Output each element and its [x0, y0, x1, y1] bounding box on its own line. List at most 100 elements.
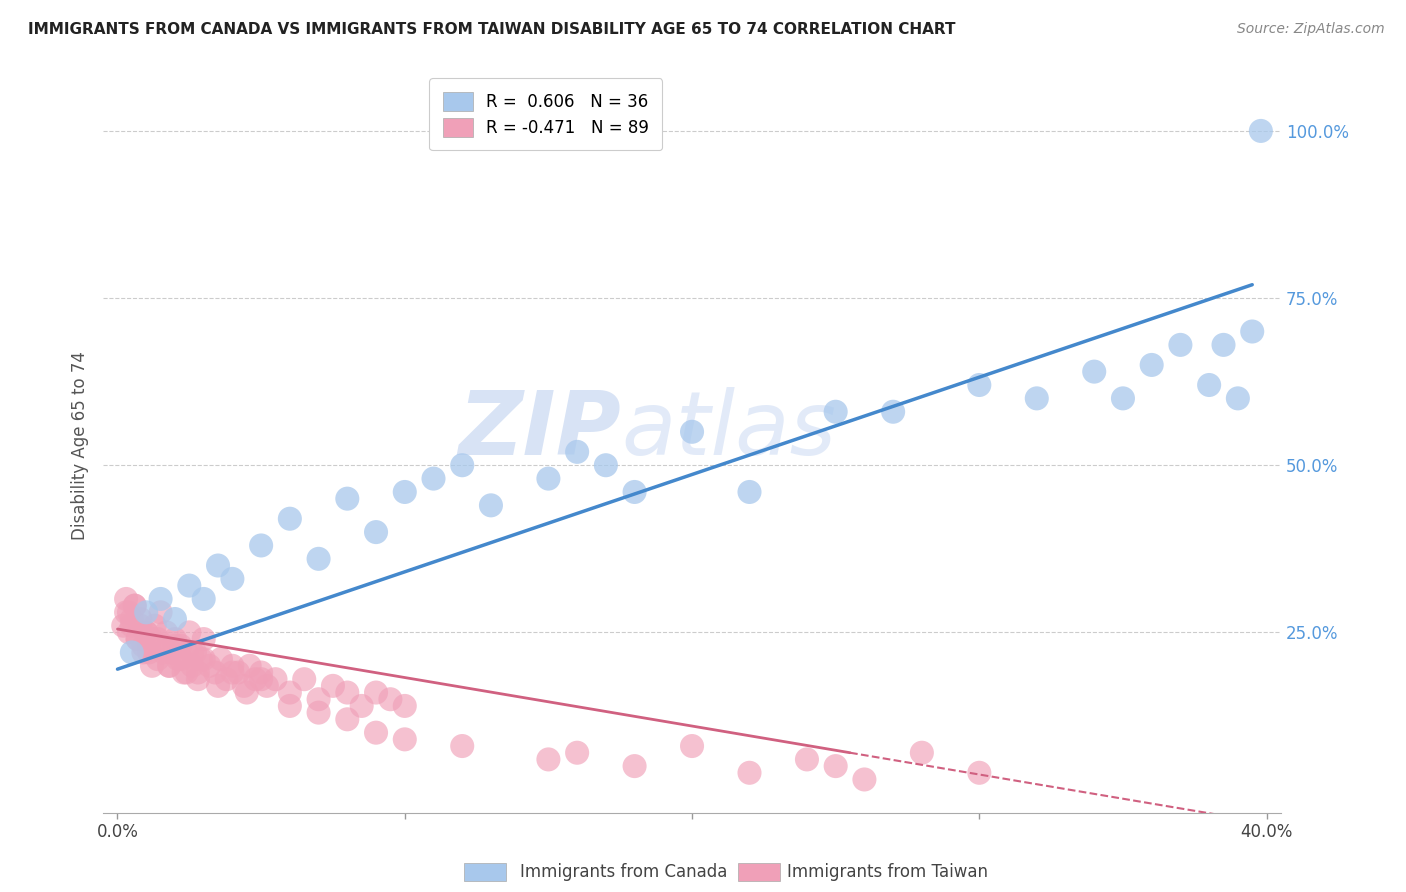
Point	[278, 685, 301, 699]
Point	[250, 672, 273, 686]
Point	[256, 679, 278, 693]
Point	[127, 632, 149, 646]
Point	[1083, 365, 1105, 379]
Point	[184, 645, 207, 659]
Point	[135, 625, 157, 640]
Point	[364, 725, 387, 739]
Point	[121, 618, 143, 632]
Point	[160, 645, 183, 659]
Point	[146, 652, 169, 666]
Point	[132, 639, 155, 653]
Point	[129, 612, 152, 626]
Point	[198, 658, 221, 673]
Point	[1112, 392, 1135, 406]
Text: Source: ZipAtlas.com: Source: ZipAtlas.com	[1237, 22, 1385, 37]
Point	[322, 679, 344, 693]
Point	[143, 618, 166, 632]
Point	[738, 485, 761, 500]
Point	[155, 625, 177, 640]
Point	[173, 665, 195, 680]
Point	[163, 632, 186, 646]
Point	[163, 639, 186, 653]
Point	[115, 591, 138, 606]
Point	[623, 485, 645, 500]
Point	[179, 578, 201, 592]
Y-axis label: Disability Age 65 to 74: Disability Age 65 to 74	[72, 351, 89, 540]
Point	[1170, 338, 1192, 352]
Point	[221, 658, 243, 673]
Point	[193, 632, 215, 646]
Point	[141, 658, 163, 673]
Point	[336, 491, 359, 506]
Text: Immigrants from Taiwan: Immigrants from Taiwan	[787, 863, 988, 881]
Point	[149, 605, 172, 619]
Point	[394, 732, 416, 747]
Point	[969, 765, 991, 780]
Point	[250, 665, 273, 680]
Point	[422, 472, 444, 486]
Point	[364, 685, 387, 699]
Point	[112, 618, 135, 632]
Point	[181, 645, 204, 659]
Point	[1250, 124, 1272, 138]
Point	[149, 591, 172, 606]
Point	[1212, 338, 1234, 352]
Point	[380, 692, 402, 706]
Point	[1140, 358, 1163, 372]
Point	[193, 591, 215, 606]
Point	[824, 405, 846, 419]
Point	[451, 458, 474, 473]
Point	[135, 625, 157, 640]
Point	[118, 625, 141, 640]
FancyBboxPatch shape	[464, 863, 506, 881]
Point	[226, 665, 249, 680]
Point	[308, 551, 330, 566]
Point	[595, 458, 617, 473]
Point	[176, 645, 198, 659]
Point	[264, 672, 287, 686]
Point	[278, 512, 301, 526]
Legend: R =  0.606   N = 36, R = -0.471   N = 89: R = 0.606 N = 36, R = -0.471 N = 89	[429, 78, 662, 150]
Point	[681, 739, 703, 753]
Point	[796, 752, 818, 766]
Point	[146, 632, 169, 646]
Point	[250, 539, 273, 553]
Point	[1241, 325, 1264, 339]
Point	[232, 679, 254, 693]
Point	[179, 625, 201, 640]
Point	[537, 472, 560, 486]
Point	[127, 632, 149, 646]
Point	[350, 698, 373, 713]
Point	[121, 612, 143, 626]
Point	[394, 485, 416, 500]
Point	[163, 612, 186, 626]
Point	[157, 658, 180, 673]
Point	[565, 445, 588, 459]
Point	[245, 672, 267, 686]
Point	[124, 599, 146, 613]
Point	[239, 658, 262, 673]
Point	[1198, 378, 1220, 392]
Point	[882, 405, 904, 419]
Point	[278, 698, 301, 713]
Point	[336, 685, 359, 699]
Point	[209, 652, 232, 666]
Point	[336, 712, 359, 726]
Point	[132, 645, 155, 659]
Point	[121, 645, 143, 659]
Text: IMMIGRANTS FROM CANADA VS IMMIGRANTS FROM TAIWAN DISABILITY AGE 65 TO 74 CORRELA: IMMIGRANTS FROM CANADA VS IMMIGRANTS FRO…	[28, 22, 956, 37]
Text: ZIP: ZIP	[458, 387, 621, 474]
Point	[911, 746, 934, 760]
Point	[853, 772, 876, 787]
Point	[176, 665, 198, 680]
Point	[204, 665, 226, 680]
Point	[170, 652, 193, 666]
Point	[451, 739, 474, 753]
Point	[292, 672, 315, 686]
Point	[207, 558, 229, 573]
Point	[1025, 392, 1047, 406]
Point	[308, 706, 330, 720]
Point	[135, 605, 157, 619]
Point	[193, 652, 215, 666]
Point	[207, 679, 229, 693]
